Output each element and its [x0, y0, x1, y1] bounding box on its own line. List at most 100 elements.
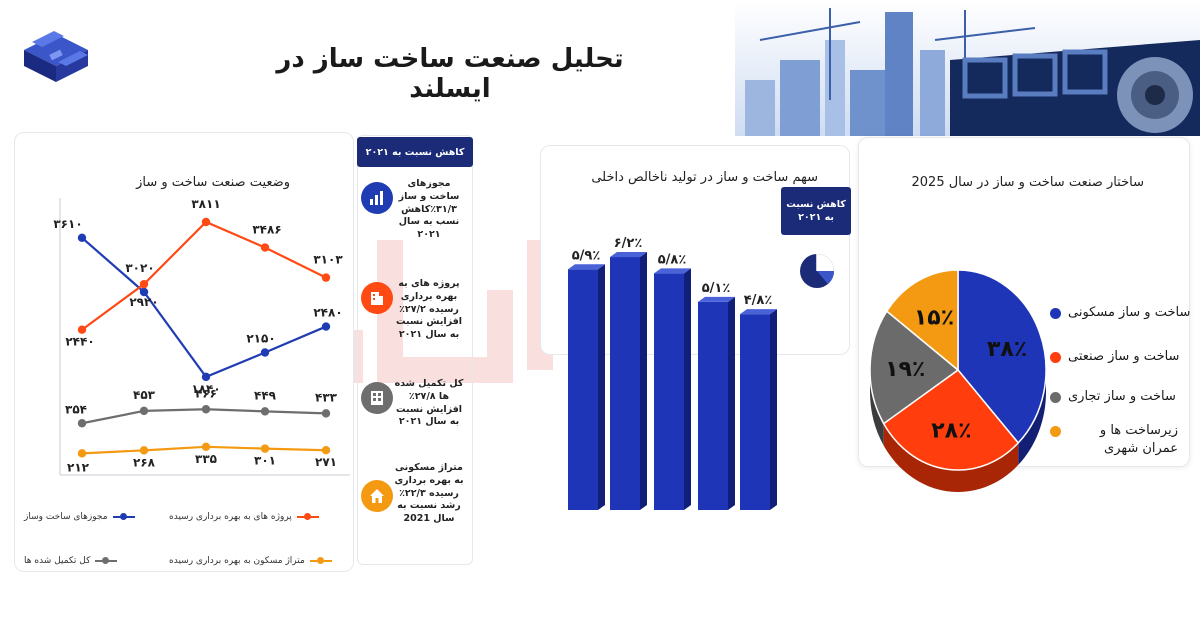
bar-top	[698, 296, 735, 302]
pie-legend-dot-amber	[1050, 426, 1061, 437]
bar-top	[568, 264, 605, 270]
mini-pie-icon	[800, 254, 835, 288]
info-item-residential: متراژ مسکونی به بهره برداری رسیده ۲۲/۳٪ …	[357, 460, 473, 550]
bar-side	[728, 296, 735, 510]
data-point	[321, 446, 331, 455]
bar	[568, 269, 598, 510]
info-item-projects: پروژه های به بهره برداری رسیده ۲۷/۲٪ افز…	[357, 272, 473, 362]
pie-legend-item-industrial: ساخت و ساز صنعتی	[1050, 342, 1195, 372]
bar-top	[654, 268, 691, 274]
data-label: ۲۹۲۰	[129, 295, 158, 309]
bar	[610, 257, 640, 510]
data-label: ۴۳۳	[315, 390, 338, 404]
data-point	[260, 407, 270, 416]
legend-item-projects: پروژه های به بهره برداری رسیده	[169, 512, 319, 522]
data-label: ۱۸۴۰	[191, 382, 220, 396]
bar-label: ۵/۹٪	[572, 248, 601, 263]
data-point	[139, 446, 149, 455]
data-point	[321, 273, 331, 282]
data-point	[260, 444, 270, 453]
steel-beams-logo-icon	[24, 31, 88, 82]
bar-label: ۵/۸٪	[658, 252, 687, 267]
line-chart-panel	[14, 132, 354, 572]
info-item-completed: کل تکمیل شده ها ۲۷/۸٪ افزایش نسبت به سال…	[357, 376, 473, 466]
data-label: ۴۶۶	[195, 386, 217, 400]
bar-side	[640, 252, 647, 510]
info-text: مجوزهای ساخت و ساز ۳۱/۳٪کاهش نسب به سال …	[398, 178, 460, 241]
legend-marker-blue	[112, 513, 135, 520]
data-point	[201, 217, 211, 227]
pie-legend-dot-gray	[1050, 391, 1061, 403]
bar-label: ۶/۲٪	[614, 236, 643, 251]
info-text: کل تکمیل شده ها ۲۷/۸٪ افزایش نسبت به سال…	[394, 378, 464, 428]
bar-top	[740, 309, 777, 315]
data-point	[77, 419, 87, 428]
data-label: ۳۰۲۰	[125, 261, 154, 275]
bar-chart-title: سهم ساخت و ساز در تولید ناخالص داخلی	[591, 170, 818, 185]
pie-legend-item-commercial: ساخت و ساز تجاری	[1050, 382, 1195, 412]
info-item-permits: مجوزهای ساخت و ساز ۳۱/۳٪کاهش نسب به سال …	[357, 172, 473, 262]
data-label: ۳۱۰۳	[313, 253, 343, 267]
data-point	[321, 409, 331, 418]
data-point	[260, 243, 270, 252]
pie-slice-side	[1018, 370, 1046, 465]
legend-label: کل تکمیل شده ها	[24, 556, 91, 566]
data-point	[139, 406, 149, 416]
bar-chart-panel	[540, 145, 850, 355]
data-point	[260, 348, 270, 357]
pie-legend-dot-orange	[1050, 351, 1061, 363]
bar	[654, 273, 684, 510]
data-label: ۳۰۱	[254, 454, 276, 468]
badge-line1: کاهش نسبت	[786, 198, 846, 210]
legend-label: پروژه های به بهره برداری رسیده	[169, 512, 292, 522]
data-point	[201, 405, 211, 414]
bar	[698, 301, 728, 510]
pie-slice-side	[883, 423, 1019, 492]
house-icon	[361, 480, 393, 512]
data-point	[139, 287, 149, 297]
info-column	[357, 135, 473, 565]
pie-legend-item-infrastructure: زیرساخت ها و عمران شهری	[1050, 422, 1195, 466]
bar	[740, 314, 770, 510]
pie-slice-side	[870, 370, 884, 446]
page-title: تحلیل صنعت ساخت ساز در ایسلند	[276, 44, 624, 104]
bar-label: ۵/۱٪	[702, 281, 731, 296]
line-chart-legend: مجوزهای ساخت وساز پروژه های به بهره بردا…	[14, 500, 354, 580]
grid-building-icon	[361, 382, 393, 414]
data-label: ۲۶۸	[133, 455, 156, 469]
pie-legend-dot-blue	[1050, 307, 1061, 319]
building-icon	[361, 282, 393, 314]
pie-legend-label: زیرساخت ها و عمران شهری	[1099, 423, 1178, 456]
pie-chart: ۳۸٪ ۲۸٪ ۱۹٪ ۱۵٪	[869, 270, 1047, 492]
data-label: ۳۸۱۱	[191, 197, 220, 211]
bar-side	[770, 309, 777, 510]
data-point	[77, 449, 87, 458]
pie-legend-item-residential: ساخت و ساز مسکونی	[1050, 298, 1195, 328]
pie-slice	[885, 270, 959, 372]
data-label: ۲۱۲	[67, 460, 90, 474]
pie-slice	[869, 310, 960, 425]
bar-label: ۴/۸٪	[744, 293, 773, 308]
bar-top	[610, 252, 647, 258]
decrease-badge: کاهش نسبت به ۲۰۲۱	[781, 187, 851, 235]
data-label: ۲۴۸۰	[313, 306, 342, 320]
bar-side	[598, 264, 605, 510]
data-label: ۴۵۳	[133, 388, 156, 402]
data-point	[321, 322, 331, 331]
line-chart-title: وضعیت صنعت ساخت و ساز	[136, 175, 290, 190]
legend-label: متراژ مسکون به بهره برداری رسیده	[169, 556, 305, 566]
series-line	[81, 220, 327, 331]
bar-chart: ۵/۹٪ ۶/۲٪ ۵/۸٪ ۵/۱٪ ۴/۸٪	[568, 236, 777, 510]
pie-legend-label: ساخت و ساز صنعتی	[1068, 349, 1180, 365]
pie-label: ۱۵٪	[914, 306, 954, 331]
data-point	[201, 442, 211, 451]
badge-line2: به ۲۰۲۱	[798, 212, 834, 223]
data-label: ۳۶۱۰	[53, 217, 82, 231]
data-label: ۳۴۸۶	[252, 223, 281, 237]
bar-chart-icon	[361, 182, 393, 214]
pie-slice	[957, 270, 1047, 445]
construction-skyline-image	[735, 0, 1200, 136]
info-text: پروژه های به بهره برداری رسیده ۲۷/۲٪ افز…	[395, 278, 463, 341]
data-point	[201, 372, 211, 382]
data-point	[77, 233, 87, 242]
